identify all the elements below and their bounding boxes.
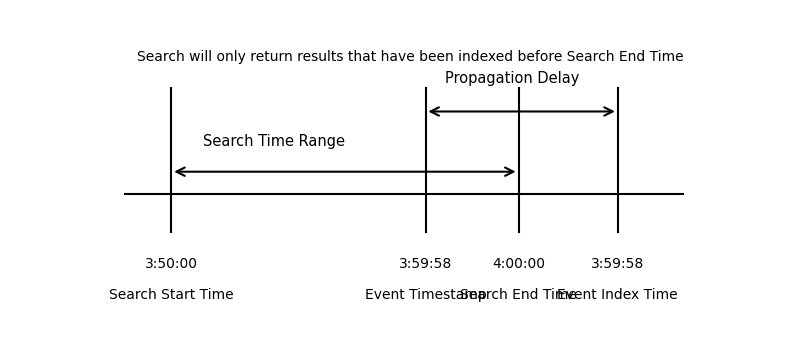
Text: Search Start Time: Search Start Time — [109, 288, 234, 302]
Text: 3:59:58: 3:59:58 — [591, 257, 644, 271]
Text: Search Time Range: Search Time Range — [202, 134, 345, 149]
Text: Search End Time: Search End Time — [460, 288, 577, 302]
Text: Propagation Delay: Propagation Delay — [445, 71, 579, 86]
Text: 3:50:00: 3:50:00 — [145, 257, 198, 271]
Text: Search will only return results that have been indexed before Search End Time: Search will only return results that hav… — [137, 50, 683, 64]
Text: 3:59:58: 3:59:58 — [399, 257, 452, 271]
Text: Event Index Time: Event Index Time — [558, 288, 678, 302]
Text: Event Timestamp: Event Timestamp — [365, 288, 486, 302]
Text: 4:00:00: 4:00:00 — [492, 257, 545, 271]
